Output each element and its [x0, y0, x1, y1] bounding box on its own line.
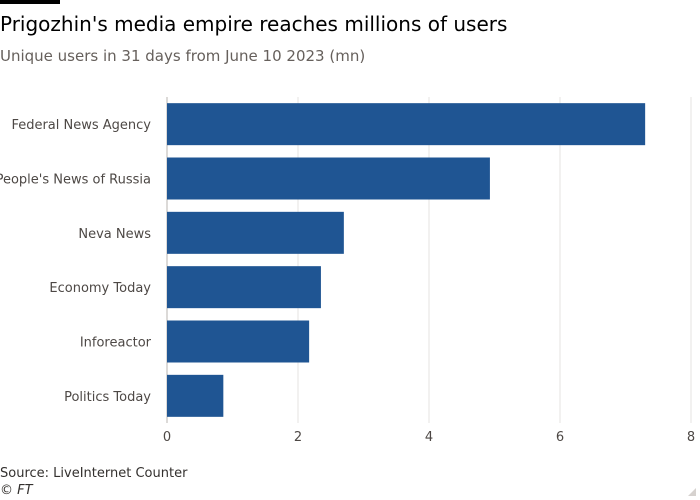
- category-label-1: People's News of Russia: [0, 173, 151, 188]
- source-note: Source: LiveInternet Counter: [0, 466, 188, 481]
- category-label-0: Federal News Agency: [11, 118, 151, 133]
- bar-3: [167, 266, 321, 309]
- bar-0: [167, 103, 646, 146]
- resize-corner-icon: [688, 488, 696, 496]
- bar-5: [167, 374, 224, 417]
- ft-credit: © FT: [0, 483, 33, 498]
- x-tick-label-2: 4: [425, 430, 433, 445]
- chart-title: Prigozhin's media empire reaches million…: [0, 12, 508, 36]
- bar-2: [167, 211, 344, 254]
- category-label-5: Politics Today: [64, 390, 151, 405]
- bar-4: [167, 320, 310, 363]
- x-tick-label-0: 0: [163, 430, 171, 445]
- category-label-2: Neva News: [78, 227, 151, 242]
- bar-1: [167, 157, 490, 200]
- x-tick-label-1: 2: [294, 430, 302, 445]
- x-tick-label-3: 6: [556, 430, 564, 445]
- x-tick-label-4: 8: [687, 430, 695, 445]
- category-label-3: Economy Today: [49, 281, 151, 296]
- category-label-4: Inforeactor: [80, 336, 152, 351]
- chart-subtitle: Unique users in 31 days from June 10 202…: [0, 47, 366, 65]
- ft-top-bar: [0, 0, 60, 4]
